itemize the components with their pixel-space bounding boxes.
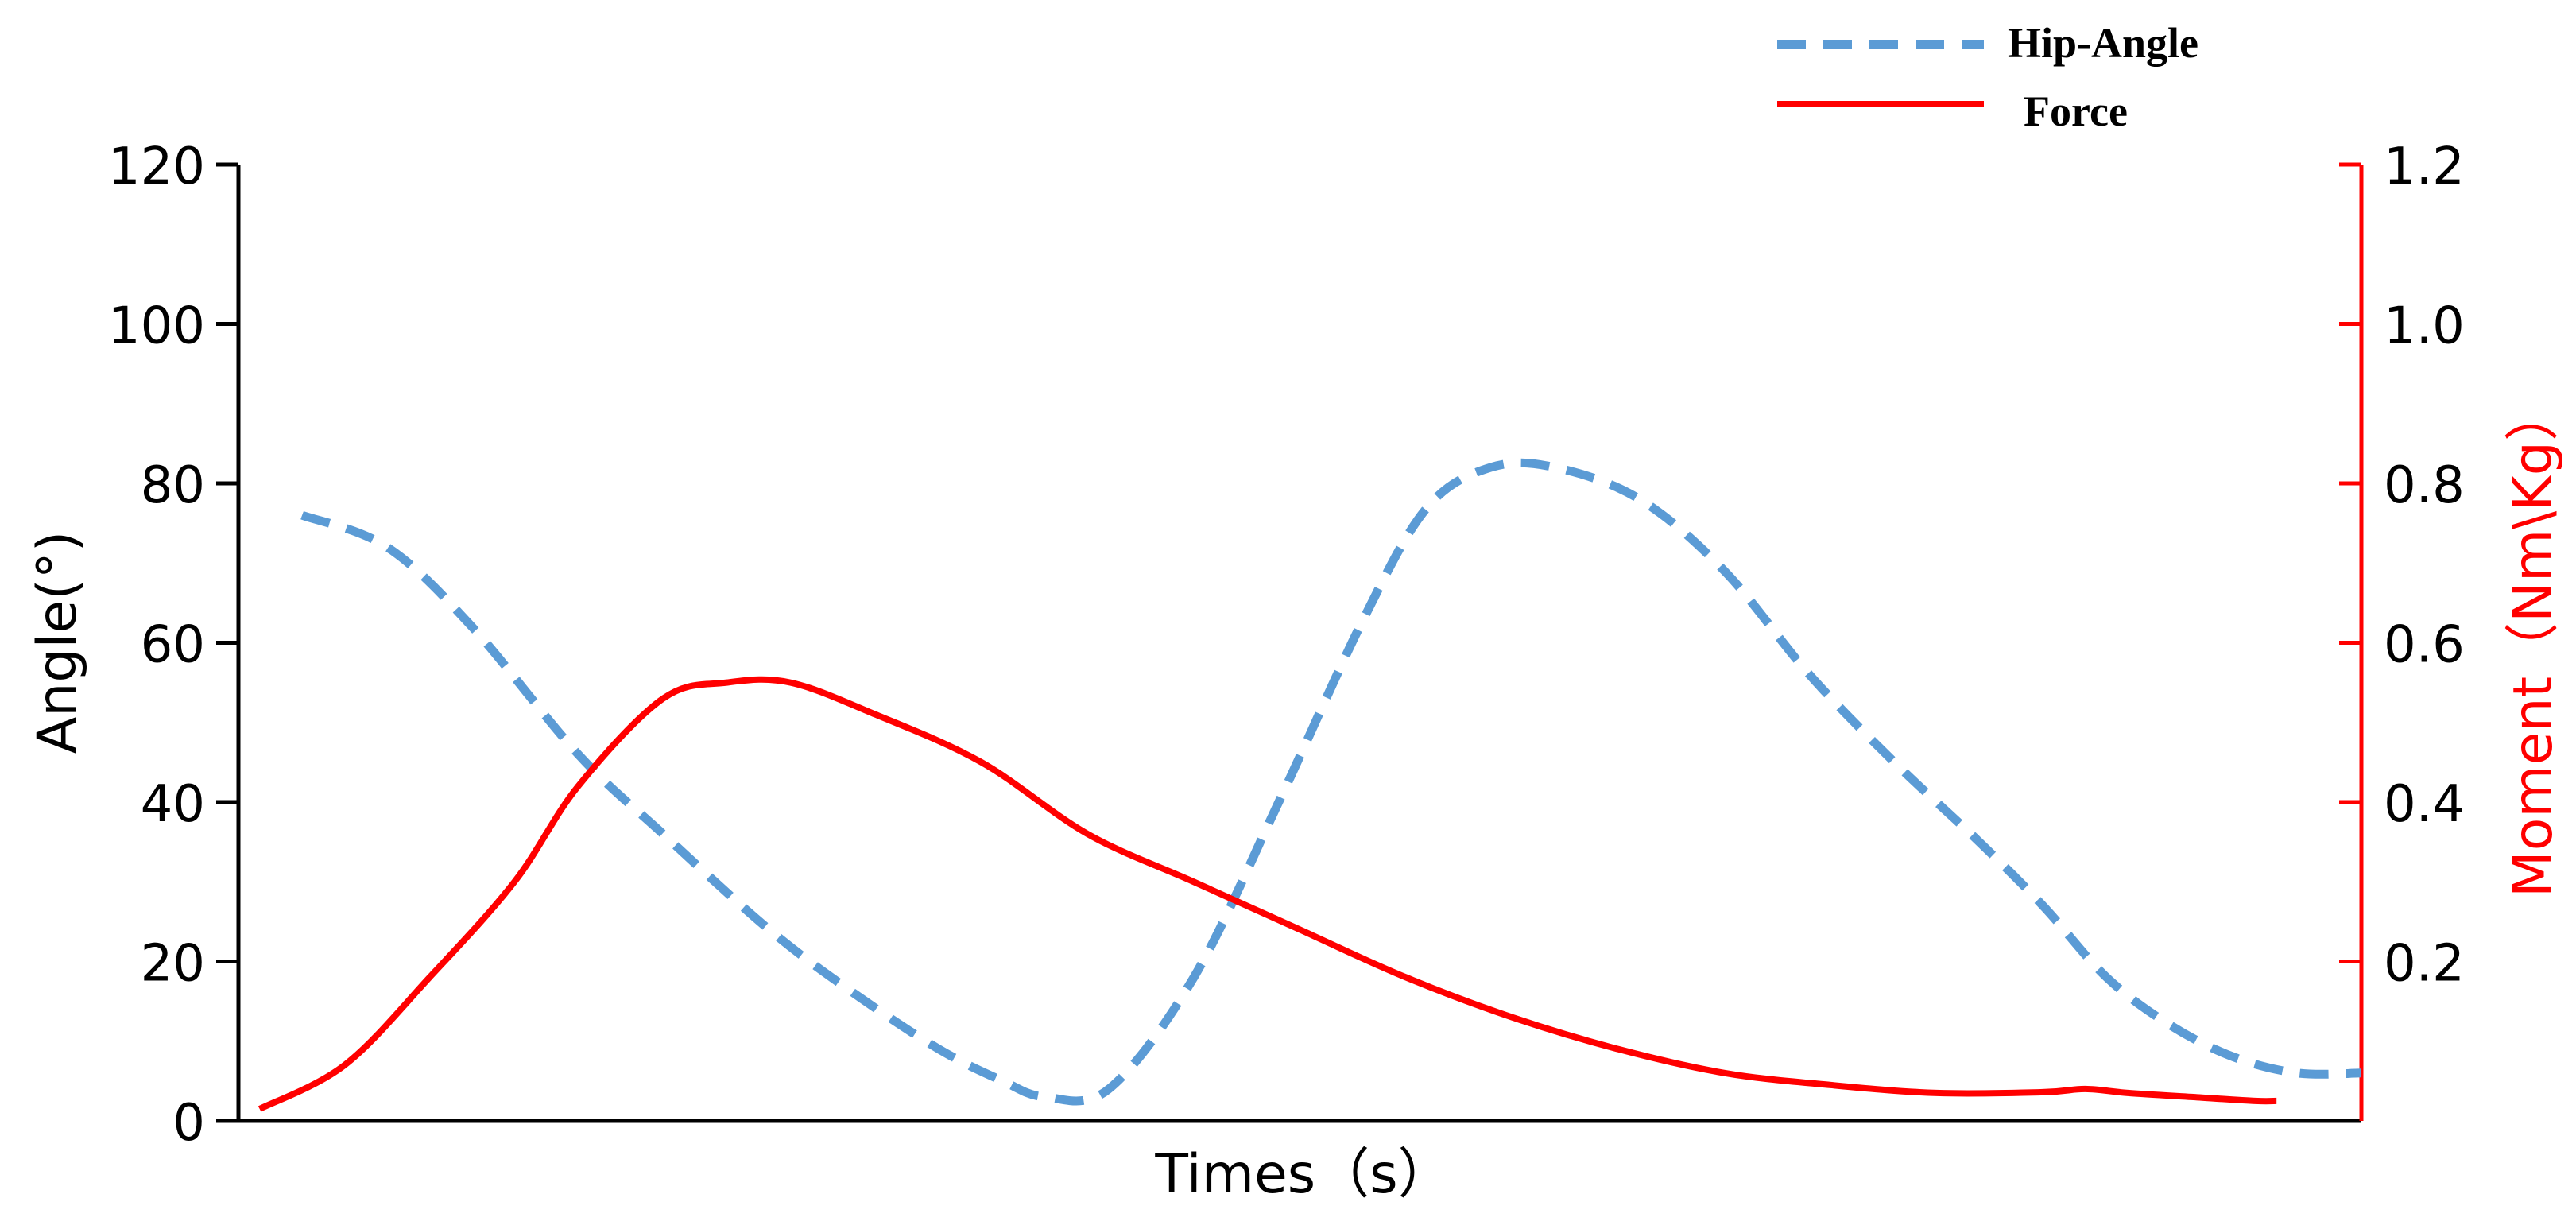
right-tick-label: 1.0 <box>2384 297 2465 356</box>
legend-hip-angle-label: Hip-Angle <box>2008 19 2198 67</box>
right-axis-title: Moment（Nm\Kg） <box>2502 387 2565 898</box>
left-tick-label: 120 <box>108 138 205 196</box>
left-tick-label: 80 <box>141 456 205 515</box>
left-tick-label: 40 <box>141 775 205 834</box>
left-ticks: 0 20 40 60 80 100 120 <box>108 138 238 1153</box>
left-tick-label: 100 <box>108 297 205 356</box>
series-line-force <box>258 676 2277 1112</box>
left-tick-label: 0 <box>172 1094 205 1153</box>
series-layer <box>258 458 2362 1112</box>
series-line-hip-angle <box>300 458 2362 1106</box>
right-ticks: 0.2 0.4 0.6 0.8 1.0 1.2 <box>2339 138 2465 994</box>
right-tick-label: 0.4 <box>2384 775 2465 834</box>
right-tick-label: 0.6 <box>2384 616 2465 675</box>
right-tick-label: 0.2 <box>2384 935 2465 994</box>
left-axis-title: Angle(°) <box>26 531 89 754</box>
x-axis-title: Times（s） <box>1154 1143 1451 1206</box>
right-tick-label: 1.2 <box>2384 138 2465 196</box>
right-tick-label: 0.8 <box>2384 456 2465 515</box>
left-tick-label: 20 <box>141 935 205 994</box>
legend-force-label: Force <box>2024 87 2128 135</box>
legend: Hip-Angle Force <box>1777 19 2198 135</box>
left-tick-label: 60 <box>141 616 205 675</box>
